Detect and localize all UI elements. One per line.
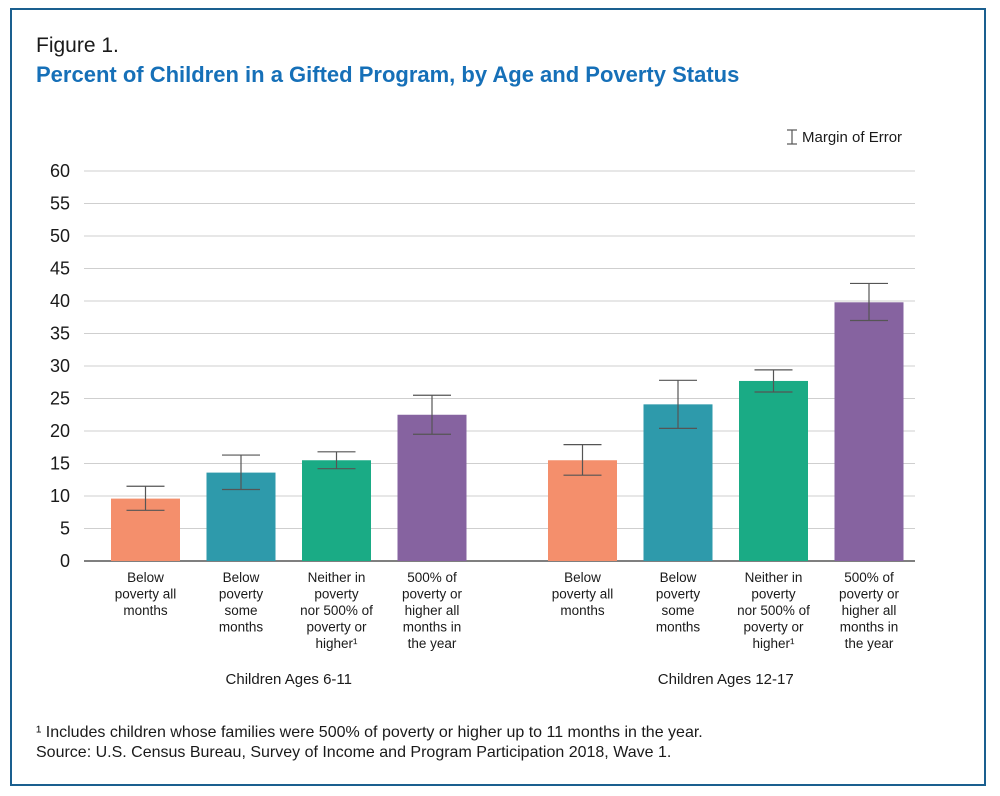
group-label: Children Ages 12-17 [658, 671, 794, 688]
y-tick-label: 10 [50, 486, 70, 506]
bar [643, 404, 713, 561]
y-tick-label: 50 [50, 226, 70, 246]
chart-title: Percent of Children in a Gifted Program,… [36, 62, 740, 87]
source-note: Source: U.S. Census Bureau, Survey of In… [36, 744, 672, 761]
y-tick-label: 45 [50, 259, 70, 279]
bar [739, 380, 808, 561]
category-label: Below poverty all months [115, 570, 177, 618]
category-label: Neither in poverty nor 500% of poverty or hi… [300, 570, 373, 651]
y-tick-label: 30 [50, 356, 70, 376]
y-tick-label: 0 [60, 551, 70, 571]
y-tick-label: 55 [50, 194, 70, 214]
y-tick-label: 40 [50, 291, 70, 311]
category-label: Below poverty some months [219, 570, 264, 635]
y-tick-label: 35 [50, 324, 70, 344]
category-label: Neither in poverty nor 500% of poverty or hi… [737, 570, 810, 651]
y-tick-label: 5 [60, 519, 70, 539]
y-tick-label: 15 [50, 454, 70, 474]
category-label: 500% of poverty or higher all months in the … [839, 570, 900, 651]
bar [302, 460, 371, 561]
category-label: Below poverty some months [656, 570, 701, 635]
figure-frame [10, 8, 986, 786]
figure-label: Figure 1. [36, 34, 119, 57]
bar [834, 302, 904, 561]
footnote: ¹ Includes children whose families were … [36, 724, 703, 741]
y-tick-label: 60 [50, 161, 70, 181]
bar [548, 460, 617, 561]
group-label: Children Ages 6-11 [226, 671, 352, 688]
category-label: Below poverty all months [552, 570, 614, 618]
y-tick-label: 25 [50, 389, 70, 409]
category-label: 500% of poverty or higher all months in the … [402, 570, 463, 651]
legend-label: Margin of Error [802, 129, 902, 146]
bar [397, 414, 467, 561]
y-tick-label: 20 [50, 421, 70, 441]
